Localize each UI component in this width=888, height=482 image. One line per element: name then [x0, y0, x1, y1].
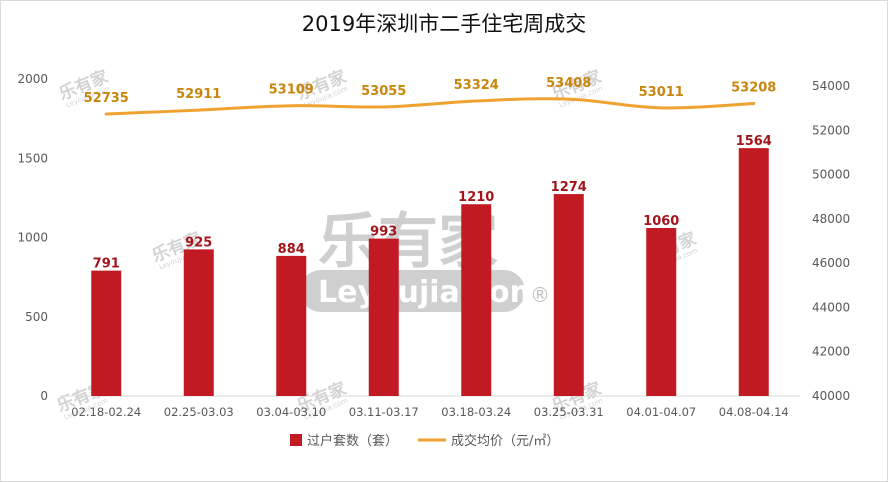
bar-5	[553, 194, 584, 396]
right-tick-label: 48000	[812, 212, 850, 226]
left-tick-label: 2000	[17, 72, 48, 86]
bar-label-5: 1274	[551, 180, 587, 195]
watermark-registered: ®	[530, 283, 550, 307]
left-tick-label: 0	[40, 389, 48, 403]
right-tick-label: 44000	[812, 300, 850, 314]
bar-4	[461, 204, 492, 396]
bar-label-7: 1564	[736, 134, 772, 149]
right-tick-label: 40000	[812, 389, 850, 403]
bar-label-1: 925	[185, 235, 212, 250]
watermark-large-domain: Leyoujia.com	[318, 275, 541, 310]
category-label-5: 03.25-03.31	[534, 405, 604, 419]
category-label-4: 03.18-03.24	[441, 405, 511, 419]
legend-line-label: 成交均价（元/㎡）	[451, 433, 559, 449]
right-tick-label: 46000	[812, 256, 850, 270]
bar-label-3: 993	[370, 225, 397, 240]
bar-label-6: 1060	[643, 214, 679, 229]
bar-series	[91, 148, 769, 396]
line-label-6: 53011	[639, 85, 684, 100]
line-label-7: 53208	[731, 81, 776, 96]
right-tick-label: 52000	[812, 123, 850, 137]
right-tick-label: 50000	[812, 168, 850, 182]
category-label-6: 04.01-04.07	[626, 405, 696, 419]
bar-label-0: 791	[93, 257, 120, 272]
right-axis: 40000 42000 44000 46000 48000 50000 52000 54000	[812, 79, 850, 403]
bar-0	[91, 270, 122, 396]
bar-6	[646, 227, 677, 396]
right-tick-label: 42000	[812, 345, 850, 359]
line-label-3: 53055	[361, 84, 406, 99]
category-label-2: 03.04-03.10	[256, 405, 326, 419]
bar-1	[183, 249, 214, 396]
bar-2	[276, 255, 307, 396]
line-data-labels: 52735 52911 53109 53055 53324 53408 53011 53208	[84, 76, 777, 106]
category-label-0: 02.18-02.24	[71, 405, 141, 419]
legend-bar-swatch	[290, 434, 302, 446]
left-tick-label: 500	[25, 310, 48, 324]
bar-label-2: 884	[278, 242, 305, 257]
bar-label-4: 1210	[458, 190, 494, 205]
category-label-3: 03.11-03.17	[349, 405, 419, 419]
bar-7	[738, 148, 769, 396]
category-labels: 02.18-02.24 02.25-03.03 03.04-03.10 03.11-0…	[71, 405, 789, 419]
legend: 过户套数（套） 成交均价（元/㎡）	[290, 433, 559, 449]
chart-title: 2019年深圳市二手住宅周成交	[301, 12, 587, 36]
line-label-0: 52735	[84, 91, 129, 106]
right-tick-label: 54000	[812, 79, 850, 93]
bar-3	[368, 238, 399, 396]
bar-data-labels: 791 925 884 993 1210 1274 1060 1564	[93, 134, 772, 272]
left-tick-label: 1500	[17, 151, 48, 165]
line-label-5: 53408	[546, 76, 591, 91]
line-label-4: 53324	[454, 78, 499, 93]
left-axis: 0 500 1000 1500 2000	[17, 72, 48, 403]
legend-bar-label: 过户套数（套）	[307, 433, 398, 449]
line-label-2: 53109	[269, 83, 314, 98]
line-label-1: 52911	[176, 87, 221, 102]
left-tick-label: 1000	[17, 231, 48, 245]
category-label-7: 04.08-04.14	[719, 405, 789, 419]
price-line	[104, 97, 756, 116]
category-label-1: 02.25-03.03	[164, 405, 234, 419]
